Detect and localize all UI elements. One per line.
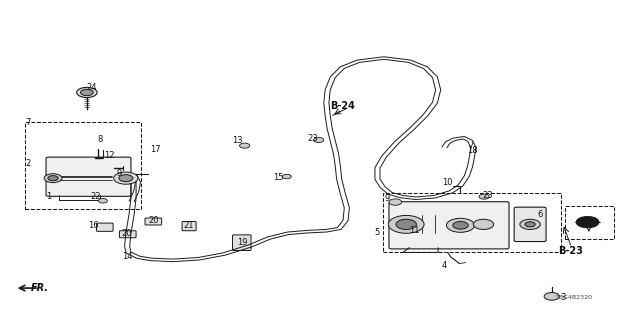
Circle shape	[119, 175, 133, 182]
Bar	[25, 122, 141, 209]
Circle shape	[389, 199, 402, 205]
Text: 24: 24	[87, 83, 97, 92]
Text: 12: 12	[104, 151, 115, 160]
Circle shape	[44, 174, 62, 183]
Circle shape	[314, 137, 324, 142]
Text: 8: 8	[97, 135, 102, 144]
Text: 15: 15	[273, 173, 284, 182]
FancyBboxPatch shape	[145, 218, 162, 225]
Text: 6: 6	[538, 210, 543, 219]
Text: 14: 14	[122, 252, 132, 261]
Text: B-23: B-23	[559, 246, 584, 256]
Text: 5: 5	[375, 228, 380, 237]
Text: 9: 9	[385, 194, 390, 204]
Text: 13: 13	[232, 136, 243, 145]
Text: 23: 23	[482, 191, 493, 200]
Text: B-24: B-24	[330, 101, 355, 111]
Circle shape	[525, 222, 535, 227]
Circle shape	[544, 292, 559, 300]
Text: 10: 10	[442, 178, 453, 187]
Circle shape	[114, 172, 138, 184]
Circle shape	[479, 194, 489, 199]
Text: 1: 1	[46, 192, 51, 201]
Text: 2: 2	[25, 159, 30, 168]
FancyBboxPatch shape	[46, 157, 131, 196]
Bar	[383, 194, 561, 252]
Text: 16: 16	[88, 221, 99, 230]
Circle shape	[48, 176, 58, 181]
Circle shape	[453, 221, 468, 229]
Text: 4: 4	[442, 261, 447, 270]
Circle shape	[473, 219, 493, 229]
Circle shape	[77, 87, 97, 98]
Circle shape	[447, 218, 474, 232]
Circle shape	[388, 215, 424, 233]
Circle shape	[81, 89, 93, 96]
Bar	[564, 206, 614, 239]
FancyBboxPatch shape	[97, 223, 113, 231]
Text: 3: 3	[560, 293, 565, 302]
FancyBboxPatch shape	[232, 235, 251, 251]
Text: 21: 21	[184, 221, 195, 230]
Circle shape	[396, 219, 417, 229]
Text: 18: 18	[467, 146, 477, 155]
Text: 22: 22	[90, 192, 100, 201]
Text: 20: 20	[148, 216, 159, 225]
FancyBboxPatch shape	[182, 221, 196, 231]
FancyBboxPatch shape	[389, 202, 509, 249]
Circle shape	[520, 219, 540, 229]
Text: 11: 11	[409, 226, 420, 235]
Text: 9: 9	[116, 169, 122, 178]
Circle shape	[99, 198, 108, 203]
Text: 17: 17	[150, 145, 161, 154]
FancyBboxPatch shape	[514, 207, 546, 242]
Text: FR.: FR.	[31, 283, 49, 293]
FancyBboxPatch shape	[120, 231, 136, 238]
Text: 19: 19	[237, 238, 247, 247]
Text: TBG4B2320: TBG4B2320	[556, 295, 593, 300]
Circle shape	[576, 216, 599, 228]
Circle shape	[239, 143, 250, 148]
Text: 23: 23	[307, 134, 317, 143]
Text: 7: 7	[25, 118, 30, 127]
Circle shape	[282, 174, 291, 179]
Text: 20: 20	[122, 229, 132, 238]
